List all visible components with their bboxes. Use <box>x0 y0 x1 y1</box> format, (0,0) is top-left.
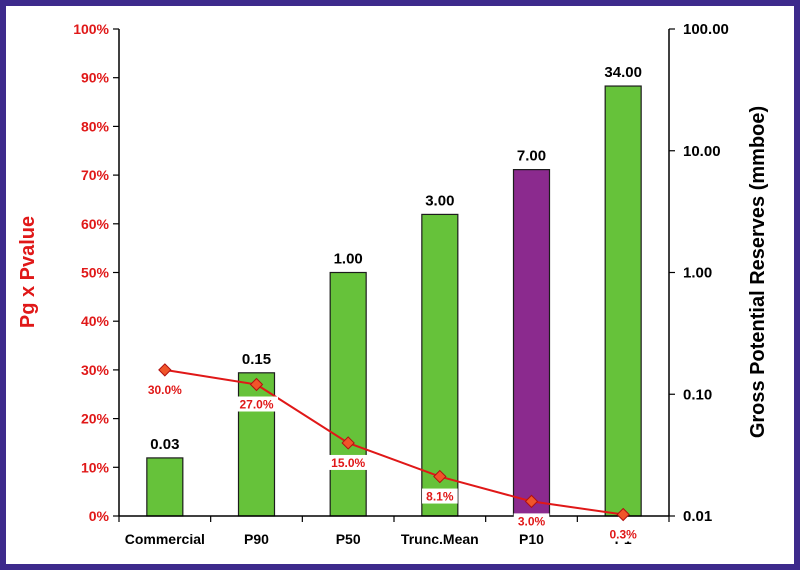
chart-svg: 0.03 0.15 1.00 3.00 7.00 34.00 0% 10% 20% 30% 40%… <box>17 21 769 547</box>
left-ticks-group: 0% 10% 20% 30% 40% 50% 60% 70% 80% 90% 100% <box>73 21 119 524</box>
left-tick-label: 80% <box>81 118 110 134</box>
bar-value-label: 0.03 <box>150 436 179 453</box>
x-tick-label: P10 <box>519 531 544 547</box>
right-ticks-group: 0.01 0.10 1.00 10.00 100.00 <box>669 21 729 525</box>
bars-group <box>146 85 642 517</box>
bar-p10 <box>512 169 551 517</box>
bar-p50 <box>329 271 367 517</box>
line-point-marker <box>433 469 447 484</box>
right-tick-label: 100.00 <box>683 21 729 38</box>
bar-trunc-mean <box>421 213 459 517</box>
left-tick-label: 0% <box>89 508 110 524</box>
line-point-label: 30.0% <box>148 383 182 397</box>
bar-value-label: 34.00 <box>604 64 642 81</box>
right-tick-label: 0.10 <box>683 386 712 403</box>
line-point-label: 0.3% <box>609 528 637 542</box>
x-tick-label: Commercial <box>125 531 205 547</box>
line-point-label-bg <box>513 513 550 529</box>
left-axis-title: Pg x Pvalue <box>17 216 39 328</box>
bar-value-label: 7.00 <box>517 148 546 165</box>
bar-labels-group: 0.03 0.15 1.00 3.00 7.00 34.00 <box>150 64 642 453</box>
line-point-label-bg <box>422 488 458 504</box>
line-point-label-bg <box>143 381 187 397</box>
bar-value-label: 1.00 <box>334 251 363 268</box>
left-tick-label: 30% <box>81 362 110 378</box>
line-series-path <box>164 368 624 516</box>
x-tick-label: P90 <box>244 531 269 547</box>
left-tick-label: 40% <box>81 313 110 329</box>
right-tick-label: 1.00 <box>683 265 712 282</box>
right-tick-label: 10.00 <box>683 143 721 160</box>
right-axis-title: Gross Potential Reserves (mmboe) <box>747 106 769 438</box>
x-tick-label: P50 <box>336 531 361 547</box>
line-point-marker <box>158 363 172 377</box>
left-tick-label: 50% <box>81 265 110 281</box>
bar-value-label: 0.15 <box>242 351 271 368</box>
line-point-label: 27.0% <box>239 398 273 412</box>
line-point-label-bg <box>605 526 641 542</box>
left-tick-label: 100% <box>73 21 109 37</box>
left-tick-label: 10% <box>81 459 110 475</box>
bar-value-label: 3.00 <box>425 192 454 209</box>
bar-p1 <box>604 85 642 517</box>
left-tick-label: 70% <box>81 167 110 183</box>
line-point-label: 15.0% <box>331 456 365 470</box>
line-point-marker <box>524 494 539 509</box>
left-tick-label: 90% <box>81 70 110 86</box>
line-series-group: 30.0% 27.0% 15.0% 8.1% 3.0% 0.3% <box>143 363 641 542</box>
line-point-label-bg <box>326 454 370 470</box>
right-tick-label: 0.01 <box>683 508 712 525</box>
left-tick-label: 60% <box>81 216 110 232</box>
chart-frame: 0.03 0.15 1.00 3.00 7.00 34.00 0% 10% 20% 30% 40%… <box>6 6 794 564</box>
line-point-label: 8.1% <box>426 490 454 504</box>
x-tick-label: Trunc.Mean <box>401 531 479 547</box>
line-point-marker <box>616 507 630 522</box>
line-point-marker <box>341 436 355 450</box>
bar-commercial <box>146 457 184 517</box>
bar-p90 <box>237 372 276 517</box>
line-point-label: 3.0% <box>518 514 546 528</box>
axes-group <box>118 29 670 517</box>
line-point-marker <box>249 377 264 392</box>
line-point-label-bg <box>235 396 278 412</box>
left-tick-label: 20% <box>81 411 110 427</box>
